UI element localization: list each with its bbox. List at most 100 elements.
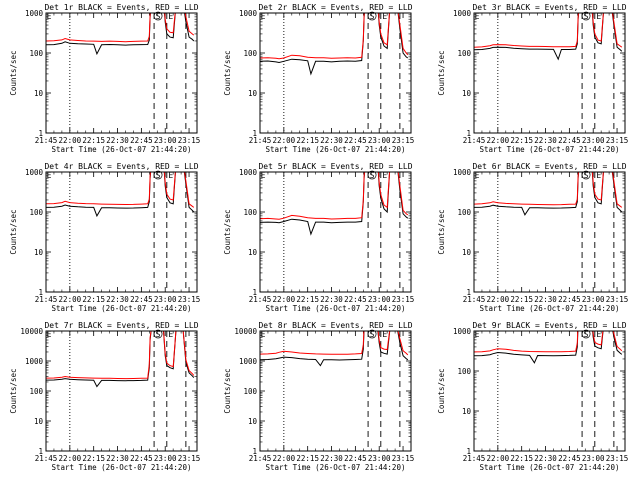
left-end-marker-label: E: [475, 171, 480, 180]
y-axis-label: Counts/sec: [223, 368, 232, 413]
y-tick-label: 10: [248, 417, 258, 426]
x-tick-label: 21:45: [249, 295, 272, 304]
y-tick-label: 10: [34, 89, 44, 98]
x-tick-label: 22:45: [344, 454, 367, 463]
y-axis-label: Counts/sec: [9, 209, 18, 254]
x-tick-label: 23:15: [606, 136, 629, 145]
x-tick-label: 23:15: [392, 295, 415, 304]
y-tick-label: 1: [38, 288, 43, 297]
plot-frame: [259, 330, 412, 452]
x-axis-label: Start Time (26-Oct-07 21:44:20): [52, 463, 192, 472]
left-end-marker-label: E: [47, 171, 52, 180]
end-marker-label: E: [168, 12, 173, 21]
detector-panel-8: Det 8r BLACK = Events, RED = LLD 1 10 100 10…: [223, 321, 414, 472]
panel-title: Det 7r BLACK = Events, RED = LLD: [44, 321, 198, 330]
x-tick-label: 21:45: [35, 295, 58, 304]
y-tick-label: 10: [462, 89, 472, 98]
start-marker-circle: [153, 11, 163, 21]
x-axis-label: Start Time (26-Oct-07 21:44:20): [480, 145, 620, 154]
y-axis-label: Counts/sec: [437, 50, 446, 95]
x-tick-label: 23:00: [582, 454, 605, 463]
x-tick-label: 21:45: [249, 136, 272, 145]
x-axis-label: Start Time (26-Oct-07 21:44:20): [52, 304, 192, 313]
y-axis-label: Counts/sec: [223, 50, 232, 95]
start-marker-label: S: [370, 12, 375, 21]
x-tick-label: 22:00: [273, 454, 296, 463]
y-tick-label: 100: [243, 49, 257, 58]
y-tick-label: 1000: [453, 327, 472, 336]
left-end-marker-label: E: [47, 12, 52, 21]
y-tick-label: 100: [243, 387, 257, 396]
panel-title: Det 4r BLACK = Events, RED = LLD: [44, 162, 198, 171]
left-end-marker-label: E: [475, 330, 480, 339]
lld-series-line: [260, 172, 409, 220]
panel-title: Det 3r BLACK = Events, RED = LLD: [472, 3, 626, 12]
y-tick-label: 10: [34, 248, 44, 257]
detector-panel-5: Det 5r BLACK = Events, RED = LLD 1 10 100 10…: [223, 162, 415, 313]
x-tick-label: 23:00: [582, 295, 605, 304]
x-tick-label: 22:45: [344, 136, 367, 145]
left-end-marker-label: E: [261, 330, 266, 339]
start-marker-circle: [153, 170, 163, 180]
start-marker-label: S: [156, 12, 161, 21]
x-tick-label: 22:15: [510, 454, 533, 463]
y-axis-label: Counts/sec: [9, 50, 18, 95]
y-tick-label: 1000: [453, 9, 472, 18]
plot-frame: [45, 330, 198, 452]
end-marker-label: E: [382, 330, 387, 339]
y-tick-label: 1: [466, 447, 471, 456]
x-tick-label: 22:30: [534, 454, 557, 463]
x-tick-label: 23:00: [154, 454, 177, 463]
lld-series-line: [260, 13, 409, 60]
x-tick-label: 22:30: [106, 454, 129, 463]
x-tick-label: 22:00: [487, 295, 510, 304]
y-tick-label: 1: [466, 129, 471, 138]
x-tick-label: 23:15: [178, 295, 201, 304]
end-marker-label: E: [596, 12, 601, 21]
start-marker-label: S: [370, 171, 375, 180]
x-tick-label: 22:15: [82, 136, 105, 145]
panel-title: Det 9r BLACK = Events, RED = LLD: [472, 321, 626, 330]
y-axis-label: Counts/sec: [223, 209, 232, 254]
plot-frame: [259, 12, 412, 134]
y-tick-label: 1000: [453, 168, 472, 177]
x-tick-label: 23:00: [154, 295, 177, 304]
start-marker-label: S: [370, 330, 375, 339]
x-axis-label: Start Time (26-Oct-07 21:44:20): [480, 463, 620, 472]
x-tick-label: 23:15: [392, 136, 415, 145]
y-tick-label: 1: [466, 288, 471, 297]
y-tick-label: 1000: [239, 168, 258, 177]
y-tick-label: 1000: [25, 357, 44, 366]
left-end-marker-label: E: [261, 171, 266, 180]
x-tick-label: 23:00: [154, 136, 177, 145]
x-tick-label: 22:45: [558, 136, 581, 145]
x-tick-label: 22:00: [273, 136, 296, 145]
y-tick-label: 1: [252, 129, 257, 138]
detector-panel-9: Det 9r BLACK = Events, RED = LLD 1 10 100 10…: [437, 321, 628, 472]
x-tick-label: 22:15: [296, 454, 319, 463]
x-tick-label: 22:00: [273, 295, 296, 304]
lld-series-line: [46, 172, 195, 208]
x-tick-label: 22:00: [59, 454, 82, 463]
panel-title: Det 6r BLACK = Events, RED = LLD: [472, 162, 626, 171]
y-tick-label: 10: [34, 417, 44, 426]
x-tick-label: 22:00: [59, 295, 82, 304]
y-tick-label: 10: [462, 248, 472, 257]
x-tick-label: 22:15: [82, 295, 105, 304]
x-tick-label: 22:00: [59, 136, 82, 145]
y-tick-label: 1000: [239, 357, 258, 366]
y-tick-label: 10: [248, 248, 258, 257]
y-tick-label: 1: [38, 447, 43, 456]
x-tick-label: 22:15: [510, 136, 533, 145]
end-marker-label: E: [596, 171, 601, 180]
lld-series-line: [474, 331, 623, 353]
lld-series-line: [474, 13, 623, 48]
y-tick-label: 1: [252, 447, 257, 456]
x-tick-label: 23:15: [178, 454, 201, 463]
y-tick-label: 1000: [25, 9, 44, 18]
x-axis-label: Start Time (26-Oct-07 21:44:20): [266, 304, 406, 313]
detector-panel-7: Det 7r BLACK = Events, RED = LLD 1 10 100 10…: [9, 321, 200, 472]
x-tick-label: 23:00: [368, 136, 391, 145]
y-tick-label: 10000: [234, 327, 257, 336]
y-tick-label: 100: [457, 49, 471, 58]
